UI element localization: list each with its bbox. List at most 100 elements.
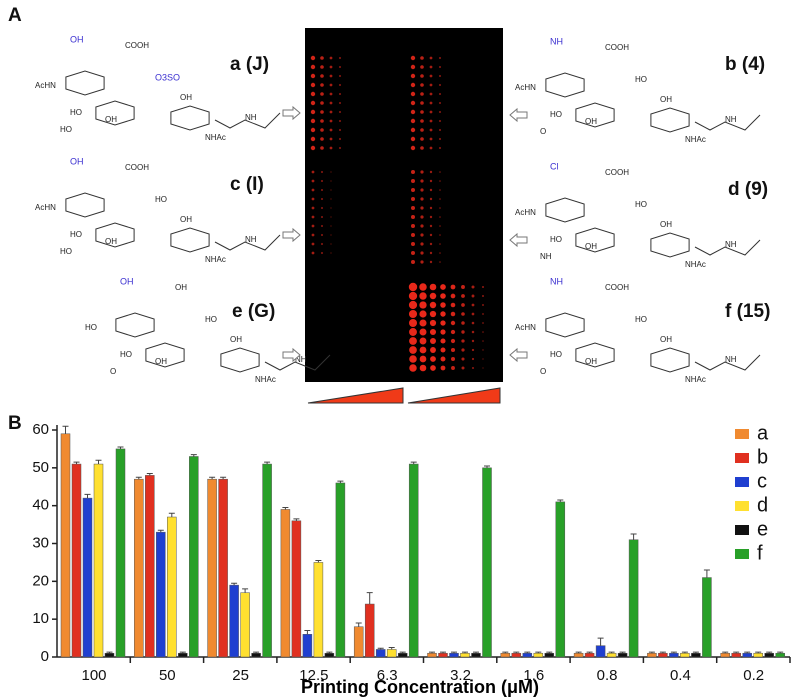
- error-bar: [117, 446, 124, 449]
- sugar-ring: [220, 347, 260, 373]
- bar: [522, 652, 533, 658]
- spot: [311, 206, 315, 210]
- spot: [429, 65, 433, 69]
- spot: [439, 129, 441, 131]
- structure: OH OH HO HO OH HO NHAc NH O OH: [85, 276, 331, 384]
- spot: [321, 207, 323, 209]
- spot: [429, 101, 433, 105]
- spot: [440, 338, 446, 344]
- gradient-triangle: [307, 387, 404, 404]
- chem-group: HO: [635, 75, 647, 84]
- chem-group: NH: [550, 36, 563, 46]
- spot: [320, 83, 324, 87]
- spot: [420, 242, 424, 246]
- spot: [482, 340, 484, 342]
- bar: [353, 626, 364, 658]
- arrow: [509, 232, 528, 248]
- chem-group: OH: [230, 335, 242, 344]
- error-bar: [766, 651, 773, 654]
- spot: [471, 348, 475, 352]
- sugar-ring: [115, 312, 155, 338]
- spot: [329, 83, 333, 87]
- spot: [419, 337, 427, 345]
- spot: [420, 233, 424, 237]
- spot: [411, 170, 415, 174]
- y-tick-label: 50: [32, 459, 49, 476]
- error-bar: [755, 651, 762, 654]
- bar: [720, 652, 730, 658]
- bar: [408, 463, 419, 658]
- spot: [430, 338, 436, 344]
- spot: [419, 328, 427, 336]
- spot: [419, 301, 427, 309]
- spot: [420, 188, 424, 192]
- error-bar: [157, 529, 164, 533]
- sugar-ring: [575, 342, 615, 368]
- bar: [691, 652, 701, 658]
- error-bar: [557, 499, 564, 502]
- legend-label: a: [757, 422, 769, 444]
- chem-group: NHAc: [205, 255, 226, 264]
- chem-group: NH: [725, 355, 737, 364]
- spot: [439, 225, 441, 227]
- compound-label: b (4): [725, 54, 765, 75]
- spot: [310, 91, 316, 97]
- spot: [481, 285, 485, 289]
- spot: [430, 365, 436, 371]
- spot: [420, 206, 424, 210]
- bar: [189, 456, 199, 658]
- bar: [229, 584, 239, 658]
- sugar-ring: [575, 102, 615, 128]
- chem-group: OH: [180, 215, 192, 224]
- structure: NH COOH AcHN HO OH HO NHAc NH O OH: [515, 276, 761, 384]
- spot: [440, 311, 446, 317]
- spot: [410, 118, 416, 124]
- spot: [429, 92, 433, 96]
- compound-label: f (15): [725, 301, 770, 322]
- chem-group: HO: [550, 110, 562, 119]
- x-tick-label: 6.3: [377, 667, 398, 684]
- spot: [320, 65, 324, 69]
- spot: [429, 242, 433, 246]
- error-bar: [242, 588, 249, 593]
- error-bar: [429, 651, 435, 654]
- spot: [320, 146, 324, 150]
- spot: [329, 56, 333, 60]
- legend-label: b: [757, 446, 768, 468]
- spot: [339, 138, 341, 140]
- spot: [482, 358, 484, 360]
- spot: [461, 285, 465, 289]
- spot: [410, 64, 416, 70]
- spot: [320, 74, 324, 78]
- chem-group: NH: [540, 252, 552, 261]
- spot: [439, 120, 441, 122]
- spot: [461, 312, 465, 316]
- spot: [410, 73, 416, 79]
- error-bar: [630, 533, 637, 540]
- spot: [321, 180, 323, 182]
- spot: [420, 74, 424, 78]
- error-bar: [722, 651, 729, 654]
- error-bar: [231, 582, 238, 586]
- spot: [310, 64, 316, 70]
- chem-group: AcHN: [515, 83, 536, 92]
- error-bar: [608, 651, 615, 654]
- chem-group: NHAc: [685, 260, 706, 269]
- spot: [439, 171, 441, 173]
- chem-group: COOH: [605, 283, 629, 292]
- spot: [420, 128, 424, 132]
- bar: [449, 652, 459, 658]
- chem-group: COOH: [125, 41, 149, 50]
- spot: [339, 111, 341, 113]
- y-tick-label: 0: [41, 648, 49, 665]
- chem-group: NH: [725, 240, 737, 249]
- sugar-ring: [650, 107, 690, 133]
- x-tick-label: 50: [159, 667, 176, 684]
- bar: [702, 577, 712, 658]
- bar: [156, 531, 166, 658]
- y-tick-label: 20: [32, 572, 49, 589]
- spot: [409, 319, 417, 327]
- legend-label: f: [757, 542, 763, 564]
- bar: [145, 475, 155, 658]
- spot: [411, 233, 415, 237]
